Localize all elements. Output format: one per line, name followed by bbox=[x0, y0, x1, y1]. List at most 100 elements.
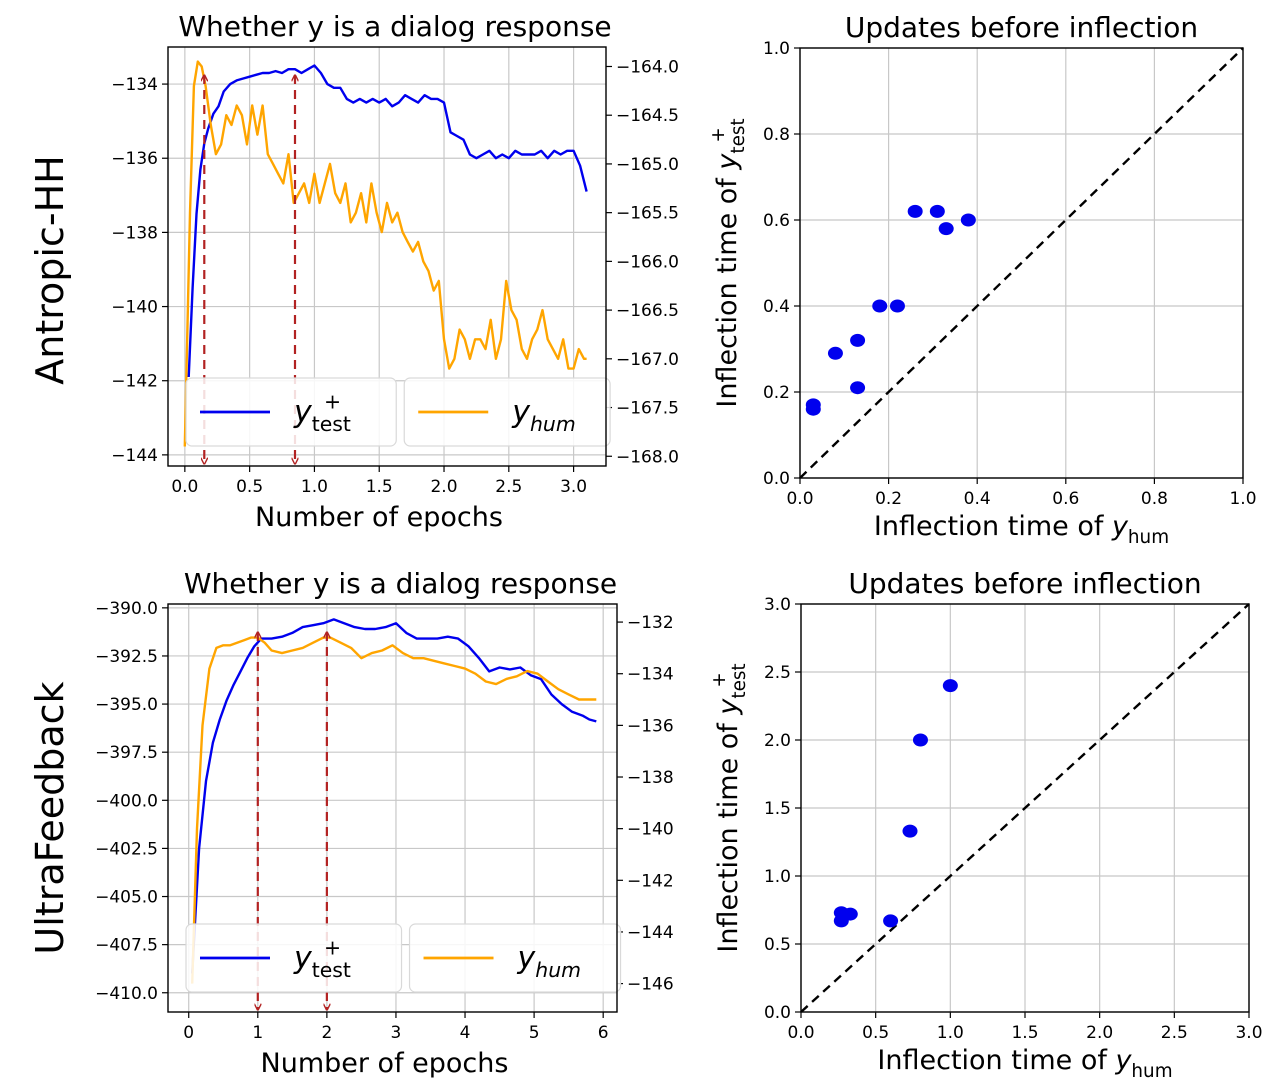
y-tick-label-left: −134 bbox=[111, 75, 158, 95]
y-axis-label-sub: test bbox=[728, 118, 749, 153]
y-tick-label: 0.2 bbox=[763, 383, 790, 403]
y-tick-label-left: −395.0 bbox=[95, 695, 158, 715]
y-tick-label-right: −167.0 bbox=[616, 350, 679, 370]
scatter-point bbox=[872, 299, 888, 313]
scatter-point bbox=[883, 914, 899, 928]
legend-label: yhum bbox=[517, 941, 581, 982]
legend-label-var: y bbox=[511, 395, 531, 430]
x-tick-label: 1.0 bbox=[937, 1023, 964, 1043]
legend-label-sub: hum bbox=[535, 958, 581, 982]
scatter-point bbox=[902, 824, 918, 838]
x-tick-label: 0.5 bbox=[862, 1023, 889, 1043]
y-axis-label-var: y bbox=[712, 153, 743, 171]
y-tick-label: 0.0 bbox=[764, 1003, 791, 1023]
legend-box bbox=[185, 377, 397, 447]
scatter-point bbox=[850, 381, 866, 395]
legend-label-sub: test bbox=[312, 412, 351, 436]
y-axis-label-var: y bbox=[713, 698, 744, 716]
y-tick-label-right: −138 bbox=[627, 768, 674, 788]
legend-label-sup: + bbox=[324, 390, 341, 414]
x-axis-label-var: y bbox=[1111, 511, 1129, 542]
y-tick-label-right: −164.0 bbox=[616, 57, 679, 77]
y-tick-label-right: −168.0 bbox=[616, 447, 679, 467]
y-tick-label-left: −400.0 bbox=[95, 791, 158, 811]
y-tick-label: 2.0 bbox=[764, 731, 791, 751]
y-tick-label-left: −142 bbox=[111, 372, 158, 392]
row-label-antropic: Antropic-HH bbox=[28, 155, 72, 384]
y-tick-label-right: −144 bbox=[627, 923, 674, 943]
y-tick-label-right: −140 bbox=[627, 820, 674, 840]
x-tick-label: 1.5 bbox=[366, 477, 393, 497]
y-tick-label: 1.5 bbox=[764, 799, 791, 819]
y-tick-label: 1.0 bbox=[764, 867, 791, 887]
scatter-point bbox=[960, 213, 976, 227]
x-axis-label: Inflection time of yhum bbox=[877, 1045, 1172, 1082]
y-tick-label: 0.4 bbox=[763, 297, 790, 317]
series-line-y-test bbox=[187, 64, 588, 378]
legend-label-sup: + bbox=[324, 936, 341, 960]
legend-label-var: y bbox=[293, 395, 313, 430]
series-line-y-test bbox=[191, 618, 597, 974]
x-axis-label-sub: hum bbox=[1128, 527, 1169, 548]
x-tick-label: 1.0 bbox=[1229, 489, 1256, 509]
y-tick-label-left: −410.0 bbox=[95, 984, 158, 1004]
y-tick-label-right: −164.5 bbox=[616, 106, 679, 126]
plot-frame bbox=[800, 603, 1250, 1013]
scatter-point bbox=[850, 333, 866, 347]
legend-label-sub: test bbox=[312, 958, 351, 982]
x-tick-label: 0.2 bbox=[875, 489, 902, 509]
x-axis-label-text: Inflection time of bbox=[874, 511, 1112, 542]
x-tick-label: 0.0 bbox=[171, 477, 198, 497]
panel-antropic-scatter: 0.0 0.2 0.4 0.6 0.8 1.0 0.0 0.2 0.4 0.6 0.8 1.0 Upda… bbox=[708, 11, 1257, 548]
y-tick-label-left: −390.0 bbox=[95, 599, 158, 619]
scatter-point bbox=[842, 907, 858, 921]
y-tick-label-left: −144 bbox=[111, 446, 158, 466]
legend-label-var: y bbox=[517, 941, 537, 976]
legend-box bbox=[403, 377, 611, 447]
x-tick-label: 4 bbox=[460, 1023, 471, 1043]
scatter-point bbox=[942, 679, 958, 693]
y-tick-label-right: −166.0 bbox=[616, 252, 679, 272]
scatter-point bbox=[827, 346, 843, 360]
scatter-point bbox=[938, 222, 954, 236]
y-tick-label-left: −140 bbox=[111, 298, 158, 318]
y-tick-label-right: −167.5 bbox=[616, 399, 679, 419]
y-axis-label: Inflection time of ytest+ bbox=[708, 118, 749, 407]
x-tick-label: 1.0 bbox=[301, 477, 328, 497]
y-tick-label-right: −165.5 bbox=[616, 204, 679, 224]
x-tick-label: 2.5 bbox=[1161, 1023, 1188, 1043]
y-tick-label-left: −405.0 bbox=[95, 888, 158, 908]
x-axis-label: Inflection time of yhum bbox=[874, 511, 1169, 548]
x-tick-label: 3.0 bbox=[1235, 1023, 1262, 1043]
x-tick-label: 2.0 bbox=[430, 477, 457, 497]
panel-antropic-line: 0.0 0.5 1.0 1.5 2.0 2.5 3.0 −144 −142 −140 −138 −13… bbox=[111, 10, 679, 533]
y-tick-label-right: −134 bbox=[627, 665, 674, 685]
y-tick-label: 2.5 bbox=[764, 663, 791, 683]
chart-title: Updates before inflection bbox=[845, 11, 1198, 44]
x-tick-label: 2.0 bbox=[1086, 1023, 1113, 1043]
chart-title: Updates before inflection bbox=[848, 567, 1201, 600]
x-axis-label: Number of epochs bbox=[261, 1048, 509, 1079]
legend-label: yhum bbox=[511, 395, 575, 436]
y-tick-label: 3.0 bbox=[764, 595, 791, 615]
y-tick-label-right: −142 bbox=[627, 871, 674, 891]
legend-label-var: y bbox=[293, 941, 313, 976]
legend-label: ytest+ bbox=[293, 936, 351, 983]
y-tick-label-right: −165.0 bbox=[616, 155, 679, 175]
y-tick-label-left: −136 bbox=[111, 149, 158, 169]
y-tick-label: 0.8 bbox=[763, 125, 790, 145]
x-tick-label: 6 bbox=[598, 1023, 609, 1043]
y-tick-label-left: −397.5 bbox=[95, 743, 158, 763]
y-tick-label-right: −136 bbox=[627, 716, 674, 736]
y-axis-label-sup: + bbox=[709, 672, 730, 687]
x-tick-label: 0.5 bbox=[236, 477, 263, 497]
x-tick-label: 1 bbox=[252, 1023, 263, 1043]
y-axis-label-sub: test bbox=[729, 663, 750, 698]
y-axis-label-sup: + bbox=[708, 127, 729, 142]
x-tick-label: 0.4 bbox=[964, 489, 991, 509]
x-tick-label: 5 bbox=[529, 1023, 540, 1043]
scatter-point bbox=[889, 299, 905, 313]
scatter-point bbox=[912, 733, 928, 747]
x-tick-label: 0.8 bbox=[1141, 489, 1168, 509]
